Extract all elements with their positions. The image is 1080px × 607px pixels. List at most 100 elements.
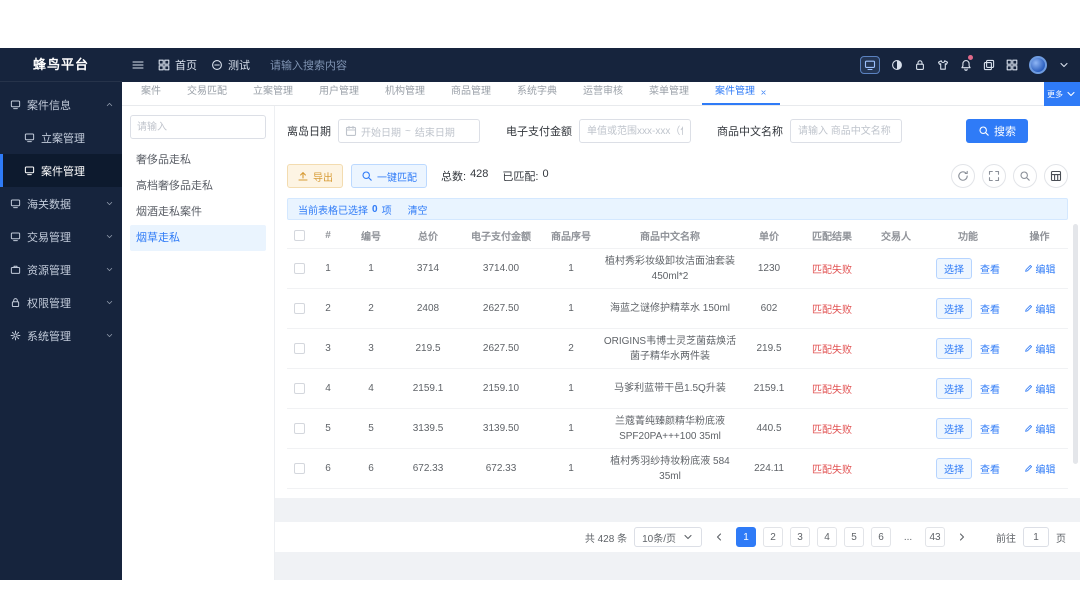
case-type-高档奢侈品走私[interactable]: 高档奢侈品走私 (136, 180, 213, 192)
tab-label: 菜单管理 (649, 86, 689, 97)
case-search-input[interactable] (130, 115, 266, 139)
view-link[interactable]: 查看 (980, 305, 1000, 316)
tab-交易匹配[interactable]: 交易匹配 (174, 81, 240, 105)
edit-link[interactable]: 编辑 (1011, 381, 1068, 396)
cell-seq: 1 (568, 423, 574, 434)
notification-bell-icon[interactable] (960, 55, 973, 71)
monitor-icon[interactable] (860, 56, 880, 74)
cell-no: 3 (368, 343, 374, 354)
select-button[interactable]: 选择 (936, 418, 972, 439)
layers-icon[interactable] (983, 59, 995, 71)
theme-tshirt-icon[interactable] (937, 59, 949, 71)
product-name-input[interactable] (790, 119, 902, 143)
contrast-icon[interactable] (891, 59, 903, 71)
row-checkbox[interactable] (293, 423, 305, 434)
view-link[interactable]: 查看 (980, 265, 1000, 276)
global-search-input[interactable]: 请输入搜索内容 (270, 60, 347, 72)
sidebar-item-资源管理[interactable]: 资源管理 (0, 253, 122, 286)
edit-link[interactable]: 编辑 (1011, 421, 1068, 436)
edit-link[interactable]: 编辑 (1011, 261, 1068, 276)
select-button[interactable]: 选择 (936, 258, 972, 279)
row-checkbox[interactable] (293, 463, 305, 474)
sidebar-item-海关数据[interactable]: 海关数据 (0, 187, 122, 220)
case-type-烟酒走私案件[interactable]: 烟酒走私案件 (136, 206, 202, 218)
page-button-6[interactable]: 6 (871, 527, 891, 547)
next-page-button[interactable] (952, 527, 972, 547)
page-button-2[interactable]: 2 (763, 527, 783, 547)
edit-link[interactable]: 编辑 (1011, 341, 1068, 356)
apps-grid-icon[interactable] (1006, 59, 1018, 71)
case-type-烟草走私[interactable]: 烟草走私 (130, 225, 266, 251)
sidebar-item-案件管理[interactable]: 案件管理 (0, 154, 122, 187)
column-settings-icon[interactable] (1044, 164, 1068, 188)
tab-案件管理[interactable]: 案件管理 (702, 81, 780, 105)
pencil-icon (1024, 264, 1033, 273)
tab-用户管理[interactable]: 用户管理 (306, 81, 372, 105)
case-type-奢侈品走私[interactable]: 奢侈品走私 (136, 154, 191, 166)
one-click-match-button[interactable]: 一键匹配 (351, 164, 427, 188)
select-button[interactable]: 选择 (936, 298, 972, 319)
page-button-43[interactable]: 43 (925, 527, 945, 547)
tab-案件[interactable]: 案件 (128, 81, 174, 105)
row-checkbox[interactable] (293, 303, 305, 314)
select-button[interactable]: 选择 (936, 378, 972, 399)
tab-系统字典[interactable]: 系统字典 (504, 81, 570, 105)
select-all-checkbox[interactable] (293, 229, 305, 241)
view-link[interactable]: 查看 (980, 385, 1000, 396)
page-button-3[interactable]: 3 (790, 527, 810, 547)
sidebar-item-立案管理[interactable]: 立案管理 (0, 121, 122, 154)
search-icon (978, 125, 990, 137)
user-avatar[interactable] (1029, 56, 1047, 74)
select-button[interactable]: 选择 (936, 338, 972, 359)
nav-test[interactable]: 测试 (211, 57, 250, 73)
view-link[interactable]: 查看 (980, 465, 1000, 476)
view-link[interactable]: 查看 (980, 345, 1000, 356)
fullscreen-icon[interactable] (982, 164, 1006, 188)
tab-菜单管理[interactable]: 菜单管理 (636, 81, 702, 105)
search-button[interactable]: 搜索 (966, 119, 1028, 143)
row-checkbox[interactable] (293, 263, 305, 274)
sidebar-item-案件信息[interactable]: 案件信息 (0, 88, 122, 121)
page-size-select[interactable]: 10条/页 (634, 527, 702, 547)
cell-epay: 3139.50 (482, 423, 520, 434)
column-header-单价: 单价 (759, 231, 779, 243)
nav-home[interactable]: 首页 (158, 57, 197, 73)
lock-icon[interactable] (914, 59, 926, 71)
tab-运营审核[interactable]: 运营审核 (570, 81, 636, 105)
tabs-more-button[interactable]: 更多 (1044, 82, 1080, 106)
page-button-4[interactable]: 4 (817, 527, 837, 547)
cell-total: 2159.1 (412, 383, 444, 394)
cell-match-result: 匹配失败 (812, 465, 852, 476)
tab-商品管理[interactable]: 商品管理 (438, 81, 504, 105)
cell-unit-price: 224.11 (754, 463, 784, 474)
hamburger-icon[interactable] (132, 59, 144, 71)
sidebar-item-系统管理[interactable]: 系统管理 (0, 319, 122, 352)
edit-link[interactable]: 编辑 (1011, 461, 1068, 476)
sidebar-item-交易管理[interactable]: 交易管理 (0, 220, 122, 253)
row-checkbox[interactable] (293, 343, 305, 354)
select-button[interactable]: 选择 (936, 458, 972, 479)
prev-page-button[interactable] (709, 527, 729, 547)
amount-input[interactable] (579, 119, 691, 143)
bottom-spacer (275, 552, 1080, 580)
date-range-picker[interactable]: 开始日期 ~ 结束日期 (338, 119, 480, 143)
goto-page-input[interactable] (1023, 527, 1049, 547)
row-checkbox[interactable] (293, 383, 305, 394)
sidebar-item-权限管理[interactable]: 权限管理 (0, 286, 122, 319)
view-link[interactable]: 查看 (980, 425, 1000, 436)
tab-机构管理[interactable]: 机构管理 (372, 81, 438, 105)
page-button-5[interactable]: 5 (844, 527, 864, 547)
cell-index: 3 (325, 343, 331, 354)
edit-link[interactable]: 编辑 (1011, 301, 1068, 316)
export-button[interactable]: 导出 (287, 164, 343, 188)
close-icon[interactable] (760, 89, 767, 96)
clear-selection-link[interactable]: 清空 (407, 205, 428, 217)
tab-立案管理[interactable]: 立案管理 (240, 81, 306, 105)
cell-no: 6 (368, 463, 374, 474)
cell-seq: 1 (568, 263, 574, 274)
chevron-down-icon[interactable] (1058, 59, 1070, 71)
page-button-1[interactable]: 1 (736, 527, 756, 547)
refresh-icon[interactable] (951, 164, 975, 188)
vertical-scrollbar[interactable] (1073, 224, 1078, 464)
zoom-icon[interactable] (1013, 164, 1037, 188)
